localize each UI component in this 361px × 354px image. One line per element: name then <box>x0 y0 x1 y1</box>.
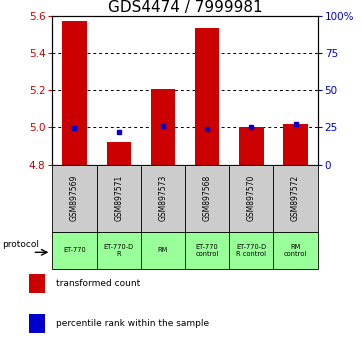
Bar <box>229 232 274 269</box>
Bar <box>106 142 131 165</box>
Bar <box>185 165 229 232</box>
Text: RM: RM <box>158 247 168 253</box>
Bar <box>283 124 308 165</box>
Text: ET-770
control: ET-770 control <box>196 244 219 257</box>
Bar <box>274 165 318 232</box>
Bar <box>52 232 97 269</box>
Bar <box>97 232 141 269</box>
Text: percentile rank within the sample: percentile rank within the sample <box>56 319 209 328</box>
Text: RM
control: RM control <box>284 244 307 257</box>
Bar <box>29 274 45 293</box>
Bar <box>141 232 185 269</box>
Bar <box>52 165 97 232</box>
Bar <box>29 314 45 333</box>
Bar <box>141 165 185 232</box>
Text: GSM897571: GSM897571 <box>114 175 123 221</box>
Text: ET-770: ET-770 <box>63 247 86 253</box>
Text: transformed count: transformed count <box>56 279 140 288</box>
Text: protocol: protocol <box>3 240 40 249</box>
Bar <box>185 232 229 269</box>
Bar <box>62 21 87 165</box>
Bar <box>239 127 264 165</box>
Bar <box>229 165 274 232</box>
Text: GSM897570: GSM897570 <box>247 175 256 222</box>
Text: GSM897569: GSM897569 <box>70 175 79 222</box>
Text: GSM897572: GSM897572 <box>291 175 300 221</box>
Text: ET-770-D
R control: ET-770-D R control <box>236 244 266 257</box>
Bar <box>151 89 175 165</box>
Text: ET-770-D
R: ET-770-D R <box>104 244 134 257</box>
Title: GDS4474 / 7999981: GDS4474 / 7999981 <box>108 0 262 15</box>
Bar <box>97 165 141 232</box>
Bar <box>195 28 219 165</box>
Bar <box>274 232 318 269</box>
Text: GSM897568: GSM897568 <box>203 175 212 221</box>
Text: GSM897573: GSM897573 <box>158 175 168 222</box>
